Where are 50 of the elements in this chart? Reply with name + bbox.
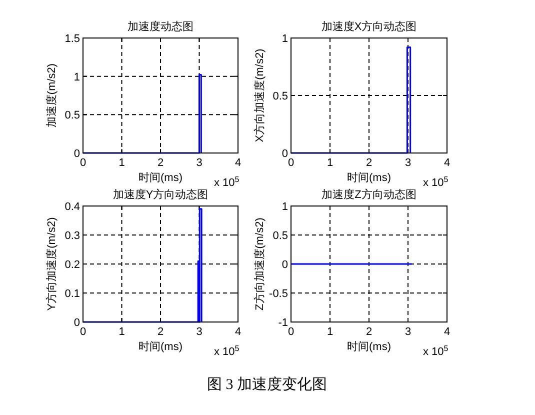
x-axis-title: 时间(ms) [138,340,182,353]
y-tick-label: 0 [282,148,288,160]
y-tick-label: -1 [278,317,288,329]
x-tick-label: 4 [444,157,450,169]
y-tick-label: 0.3 [64,230,80,242]
x-tick-label: 2 [157,326,164,338]
x-tick-label: 1 [118,326,125,338]
x-tick-label: 2 [366,157,372,169]
x-axis-title: 时间(ms) [347,171,391,184]
x-tick-label: 4 [234,157,242,169]
y-axis-title: 加速度(m/s2) [45,63,58,128]
text: x 10$^{5}$ [423,174,449,189]
x-tick-label: 3 [196,326,202,338]
x-tick-label: 4 [234,326,242,338]
chart-title: 加速度Z方向动态图 [322,188,416,201]
chart-title: 加速度动态图 [128,20,194,33]
y-axis-title: Y方向加速度(m/s2) [45,217,58,311]
y-tick-label: 1 [74,71,80,84]
y-tick-label: -0.5 [269,288,288,300]
x-tick-label: 2 [366,326,372,338]
x-tick-label: 3 [404,326,412,338]
y-axis-title: X方向加速度(m/s2) [253,48,266,142]
x-tick-label: 1 [326,326,334,338]
chart-title: 加速度Y方向动态图 [112,188,208,201]
y-tick-label: 1.5 [64,33,80,45]
y-tick-label: 0.1 [64,288,80,300]
x-tick-label: 4 [444,326,450,338]
x-tick-label: 1 [326,157,334,169]
text: x 10$^{5}$ [214,344,240,358]
y-axis-title: Z方向加速度(m/s2) [253,218,266,310]
y-tick-label: 0.5 [272,90,288,102]
y-tick-label: 0 [282,259,288,271]
y-tick-label: 0.2 [64,259,80,271]
text: x 10$^{5}$ [423,344,449,358]
y-tick-label: 0.5 [64,110,80,122]
y-tick-label: 0 [74,148,80,160]
x-tick-label: 3 [196,157,202,169]
x-tick-label: 3 [404,157,412,169]
text: x 10$^{5}$ [214,174,240,189]
x-axis-title: 时间(ms) [347,340,391,353]
x-tick-label: 1 [118,157,125,169]
x-axis-title: 时间(ms) [138,171,182,184]
y-tick-label: 1 [282,201,288,213]
y-tick-label: 0 [74,317,80,329]
caption: 图 3 加速度变化图 [207,376,327,393]
chart-title: 加速度X方向动态图 [321,20,417,33]
y-tick-label: 1 [282,33,288,45]
y-tick-label: 0.5 [272,230,288,242]
y-tick-label: 0.4 [64,201,80,213]
x-tick-label: 2 [157,157,164,169]
